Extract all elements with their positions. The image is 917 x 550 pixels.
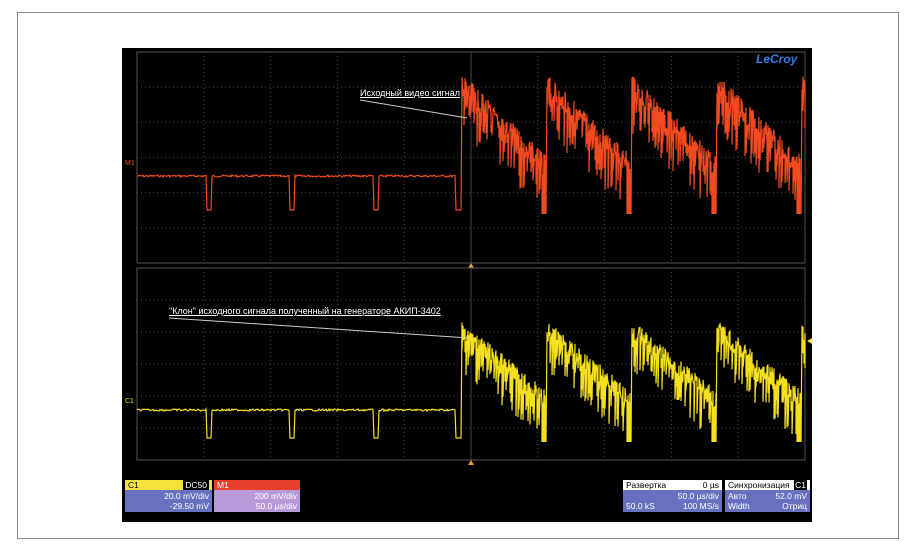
value: Авто [728, 491, 747, 501]
channel-c1: C1 DC50 20.0 mV/div-29.50 mV [125, 480, 212, 512]
value: Width [728, 501, 750, 511]
label: C1 [128, 480, 139, 490]
value: 50.0 kS [626, 501, 655, 511]
brand: LeCroy [756, 54, 797, 65]
trigger-marker [468, 263, 474, 268]
label: C1 [794, 480, 807, 490]
value: 0 µs [703, 480, 719, 490]
value: 50.0 µs/div [217, 501, 297, 511]
offset-marker [807, 338, 812, 344]
value: 52.0 mV [775, 491, 807, 501]
value: 20.0 mV/div [128, 491, 209, 501]
value: Отриц [782, 501, 807, 511]
leader-line [360, 100, 467, 118]
value: -29.50 mV [128, 501, 209, 511]
label: M1 [217, 480, 229, 490]
leader-line [169, 318, 469, 338]
annotation: Исходный видео сигнал [360, 88, 460, 99]
trace-label: C1 [125, 396, 134, 407]
timebase: Развертка 0 µs 50.0 µs/div 50.0 kS 100 MS/s [623, 480, 722, 512]
trigger: Синхронизация C1 Авто 52.0 mV Width Отриц [725, 480, 810, 512]
label: DC50 [183, 480, 209, 490]
trigger-marker [468, 460, 474, 465]
label: Синхронизация [728, 480, 790, 490]
scope-screen: LeCroy Исходный видео сигнал "Клон" исхо… [122, 48, 812, 522]
value: 50.0 µs/div [678, 491, 719, 501]
label: Развертка [626, 480, 666, 490]
scope-display [122, 48, 812, 522]
annotation: "Клон" исходного сигнала полученный на г… [169, 306, 441, 317]
trace-label: M1 [125, 158, 135, 169]
value: 200 mV/div [217, 491, 297, 501]
value: 100 MS/s [683, 501, 719, 511]
